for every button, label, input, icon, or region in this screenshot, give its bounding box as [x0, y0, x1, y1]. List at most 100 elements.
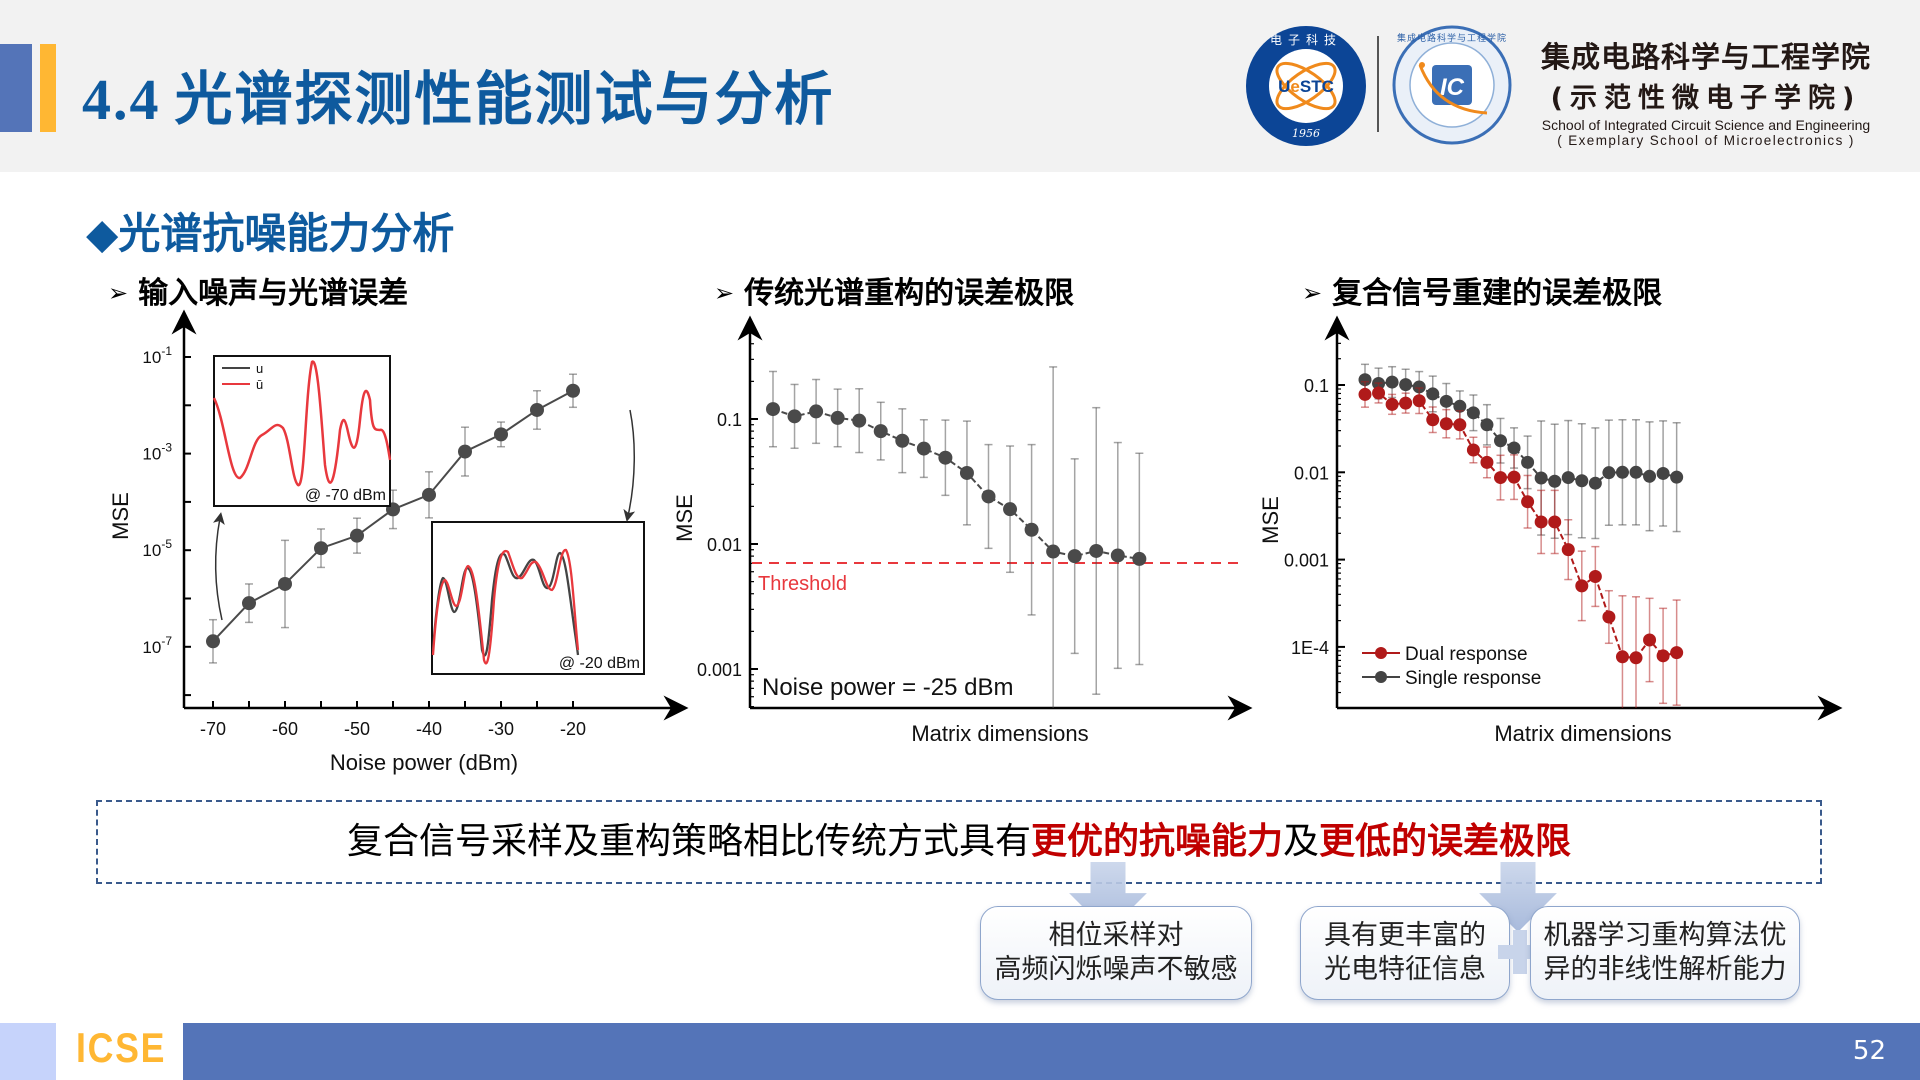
data-point [809, 404, 824, 419]
data-point [206, 634, 220, 649]
data-point [916, 441, 931, 456]
svg-text:10-3: 10-3 [142, 441, 172, 464]
data-point [1439, 417, 1453, 431]
chart3-legend: Dual response Single response [1362, 644, 1541, 689]
school-name-block: 集成电路科学与工程学院 (示范性微电子学院) School of Integra… [1536, 34, 1876, 148]
chart-composite-error-limit: 0.1 0.01 0.001 1E-4 Dual response Single re… [1258, 315, 1843, 746]
data-point [1656, 466, 1670, 480]
summary-prefix: 复合信号采样及重构策略相比传统方式具有 [346, 821, 1031, 862]
school-name-zh-sub: (示范性微电子学院) [1550, 83, 1862, 114]
svg-text:IC: IC [1440, 74, 1465, 101]
data-point [1588, 570, 1602, 584]
data-point [1615, 465, 1629, 479]
arrow-bullet-icon: ➢ [1302, 279, 1323, 307]
svg-text:0.1: 0.1 [1304, 376, 1329, 396]
data-point [1466, 406, 1480, 420]
footer-accent [0, 1023, 56, 1080]
svg-text:10-1: 10-1 [142, 344, 172, 367]
data-point [1466, 443, 1480, 457]
data-point [830, 410, 845, 425]
chart1-ylabel: MSE [108, 492, 133, 540]
svg-text:0.001: 0.001 [697, 660, 742, 680]
data-point [766, 402, 780, 417]
data-point [1358, 373, 1372, 387]
chart1-xlabel: Noise power (dBm) [330, 750, 518, 775]
data-point [1046, 544, 1061, 559]
svg-text:-30: -30 [488, 719, 514, 739]
arrow-bullet-icon: ➢ [108, 279, 129, 307]
data-point [1602, 466, 1616, 480]
data-point [1575, 474, 1589, 488]
svg-text:@ -20 dBm: @ -20 dBm [559, 655, 640, 672]
arrow-bullet-icon: ➢ [714, 279, 735, 307]
page-number: 52 [1852, 1036, 1886, 1066]
svg-text:0.1: 0.1 [717, 410, 742, 430]
data-point [1615, 650, 1629, 664]
data-point [1110, 548, 1125, 563]
data-point [1439, 394, 1453, 408]
svg-text:0.01: 0.01 [707, 535, 742, 555]
svg-text:1956: 1956 [1292, 127, 1320, 140]
data-point [1412, 380, 1426, 394]
svg-text:10-7: 10-7 [142, 634, 172, 657]
data-point [1588, 476, 1602, 490]
data-point [1534, 471, 1548, 485]
down-arrow-icon [1479, 862, 1557, 932]
data-point [1480, 418, 1494, 432]
data-point [1067, 549, 1082, 564]
section-number: 4.4 [82, 67, 161, 132]
box-line: 异的非线性解析能力 [1543, 954, 1787, 985]
data-point [1453, 418, 1467, 432]
data-point [1507, 441, 1521, 455]
data-point [1548, 474, 1562, 488]
charts-canvas: 10-1 10-3 10-5 10-7 -70 -60 -50 -40 -30 -20 Nois… [108, 309, 1843, 775]
inset-20dbm: @ -20 dBm [431, 409, 645, 675]
svg-text:1E-4: 1E-4 [1291, 638, 1329, 658]
data-point [1385, 375, 1399, 389]
reason-box-phase-sampling: 相位采样对 高频闪烁噪声不敏感 [980, 906, 1252, 1000]
page-title: 4.4 光谱探测性能测试与分析 [82, 52, 835, 136]
subheading-traditional-limit: ➢ 传统光谱重构的误差极限 [714, 268, 1074, 312]
slide-header: 4.4 光谱探测性能测试与分析 UeSTC 电子科技 1956 IC 集成电路科学… [0, 0, 1920, 172]
threshold-label: Threshold [758, 573, 847, 595]
subheading-composite-limit: ➢ 复合信号重建的误差极限 [1302, 268, 1662, 312]
chart3-xlabel: Matrix dimensions [1494, 721, 1671, 746]
data-point [959, 465, 974, 480]
chart-traditional-error-limit: 0.1 0.01 0.001 Threshold Noise power = -25… [672, 315, 1253, 746]
school-name-zh: 集成电路科学与工程学院 [1540, 40, 1871, 74]
data-point [1426, 387, 1440, 401]
data-point [530, 402, 544, 417]
down-arrow-icon [1069, 862, 1147, 932]
data-point [1521, 495, 1535, 509]
data-point [981, 489, 996, 504]
summary-mid: 及 [1283, 821, 1320, 862]
data-point [1643, 469, 1657, 483]
data-point [852, 413, 867, 428]
data-point [494, 427, 508, 442]
data-point [422, 487, 436, 502]
logo-divider [1377, 36, 1379, 132]
box-line: 具有更丰富的 [1324, 920, 1486, 951]
school-name-en: School of Integrated Circuit Science and… [1541, 117, 1871, 133]
header-accent-bar-blue [0, 44, 32, 132]
data-point [1561, 471, 1575, 485]
chart3-ylabel: MSE [1258, 496, 1283, 544]
data-point [1548, 515, 1562, 529]
data-point [1507, 470, 1521, 484]
data-point [1089, 543, 1104, 558]
chart2-ylabel: MSE [672, 494, 697, 542]
inset-70dbm: u ū @ -70 dBm [212, 355, 392, 621]
title-text: 光谱探测性能测试与分析 [174, 65, 835, 133]
data-point [1132, 551, 1147, 566]
data-point [1670, 646, 1684, 660]
svg-text:集成电路科学与工程学院: 集成电路科学与工程学院 [1397, 32, 1507, 44]
subheading-label: 输入噪声与光谱误差 [138, 276, 409, 311]
svg-text:Single response: Single response [1405, 668, 1541, 689]
subheading-noise-error: ➢ 输入噪声与光谱误差 [108, 268, 408, 312]
data-point [1575, 579, 1589, 593]
section-heading-text: 光谱抗噪能力分析 [118, 209, 455, 258]
svg-text:-50: -50 [344, 719, 370, 739]
subheading-label: 复合信号重建的误差极限 [1332, 276, 1663, 311]
diamond-bullet-icon: ◆ [86, 209, 119, 258]
data-point [242, 596, 256, 611]
